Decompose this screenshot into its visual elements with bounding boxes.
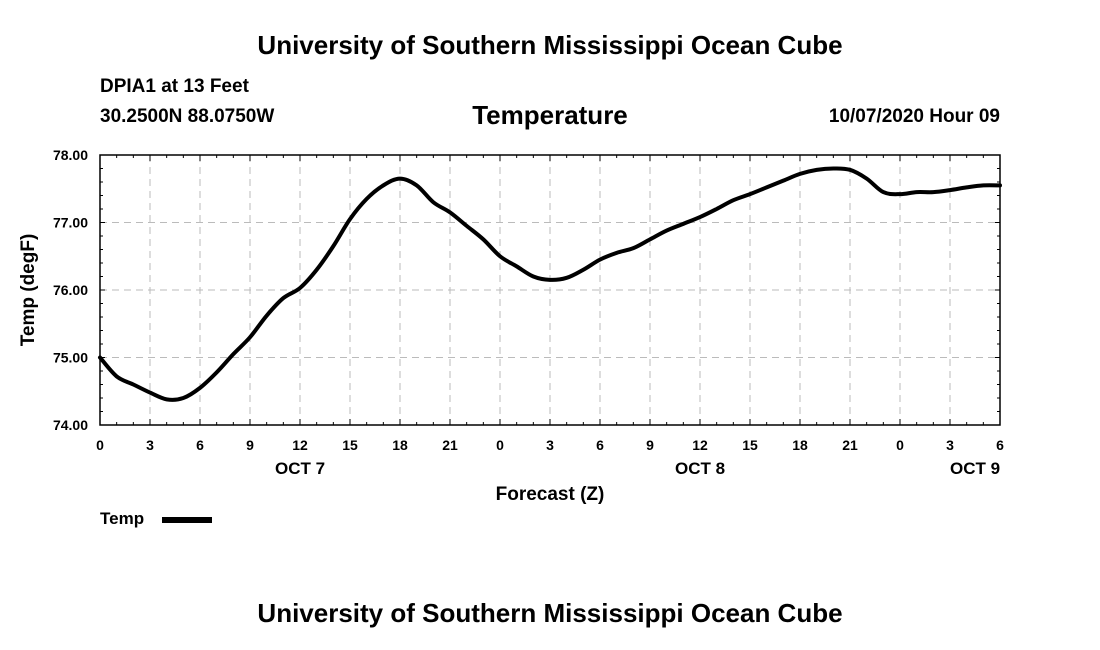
y-axis-tick-labels: 74.00 75.00 76.00 77.00 78.00 [53,147,88,433]
x-axis-tick-labels: 0 3 6 9 12 15 18 21 0 3 6 9 12 15 18 21 0 3 6 [96,437,1004,453]
x-tick-label: 3 [146,437,154,453]
y-tick-label: 77.00 [53,215,88,231]
y-tick-label: 74.00 [53,417,88,433]
legend-swatch [162,517,212,523]
x-tick-label: 9 [246,437,254,453]
x-axis-title: Forecast (Z) [496,484,605,505]
x-tick-label: 3 [946,437,954,453]
day-label: OCT 7 [275,459,325,478]
coordinates-label: 30.2500N 88.0750W [100,106,275,127]
x-tick-label: 15 [342,437,358,453]
day-label: OCT 9 [950,459,1000,478]
x-axis-day-labels: OCT 7 OCT 8 OCT 9 [275,459,1000,478]
chart-title: Temperature [472,100,628,130]
x-tick-label: 15 [742,437,758,453]
temp-series-line [98,166,1002,402]
x-tick-label: 12 [692,437,708,453]
x-tick-label: 0 [496,437,504,453]
timestamp-label: 10/07/2020 Hour 09 [828,106,1000,127]
x-tick-label: 0 [896,437,904,453]
axis-ticks [99,154,1001,426]
y-tick-label: 75.00 [53,350,88,366]
x-tick-label: 18 [792,437,808,453]
station-label: DPIA1 at 13 Feet [100,76,249,97]
x-tick-label: 12 [292,437,308,453]
x-tick-label: 6 [596,437,604,453]
y-tick-label: 76.00 [53,282,88,298]
x-tick-label: 0 [96,437,104,453]
org-title: University of Southern Mississippi Ocean… [257,30,843,60]
y-tick-label: 78.00 [53,147,88,163]
day-label: OCT 8 [675,459,725,478]
y-axis-title: Temp (degF) [18,234,39,347]
x-tick-label: 9 [646,437,654,453]
x-tick-label: 18 [392,437,408,453]
x-tick-label: 21 [442,437,458,453]
footer-org-title: University of Southern Mississippi Ocean… [257,598,843,628]
legend-label: Temp [100,509,145,528]
grid [100,155,1000,425]
x-tick-label: 3 [546,437,554,453]
x-tick-label: 6 [196,437,204,453]
x-tick-label: 6 [996,437,1004,453]
x-tick-label: 21 [842,437,858,453]
